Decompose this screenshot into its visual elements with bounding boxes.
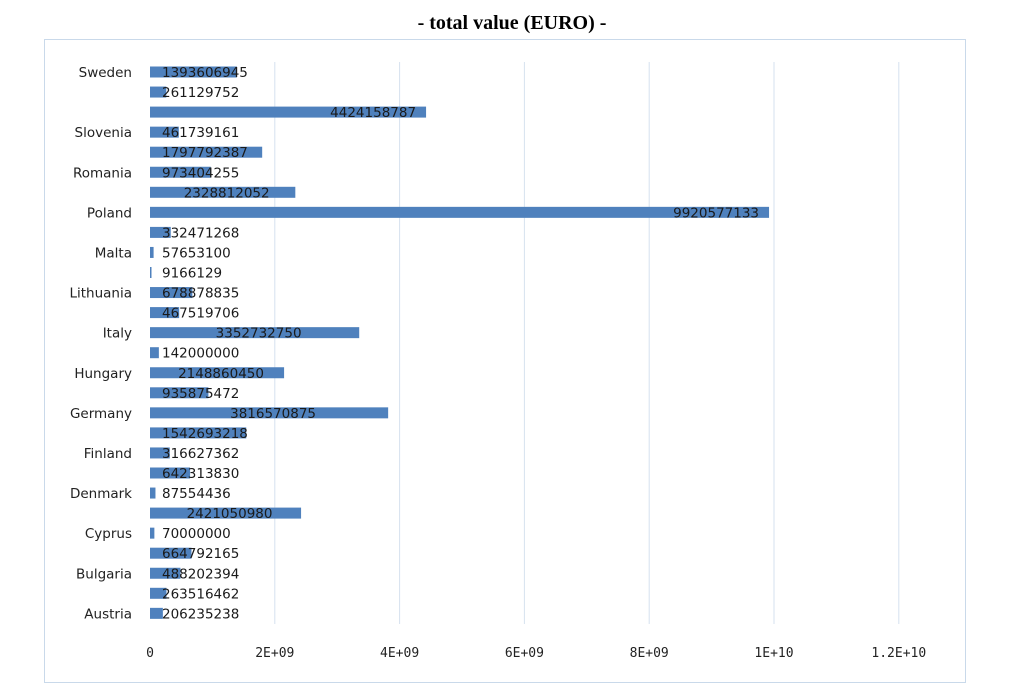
bar — [150, 267, 152, 278]
bar — [150, 387, 209, 399]
data-labels: 1393606945 261129752 4424158787 461739161 17… — [162, 65, 759, 622]
data-label: 935875472 — [162, 386, 239, 402]
data-label: 1393606945 — [162, 65, 248, 81]
category-labels: Sweden Slovenia Romania Poland Malta Lithuani… — [69, 65, 132, 622]
category-label: Denmark — [70, 486, 132, 502]
data-label: 70000000 — [162, 526, 231, 542]
data-label: 973404255 — [162, 165, 239, 181]
bar — [150, 467, 191, 479]
data-label: 3816570875 — [230, 406, 316, 422]
data-label: 3352732750 — [216, 326, 302, 342]
category-label: Hungary — [74, 366, 132, 382]
chart-frame — [44, 39, 966, 683]
bar — [150, 126, 179, 138]
data-label: 2148860450 — [178, 366, 264, 382]
category-label: Romania — [73, 165, 132, 181]
bar — [150, 607, 163, 619]
data-label: 664792165 — [162, 546, 239, 562]
data-label: 488202394 — [162, 566, 239, 582]
bar — [150, 327, 360, 339]
data-label: 467519706 — [162, 306, 239, 322]
category-label: Sweden — [79, 65, 132, 81]
data-label: 332471268 — [162, 225, 239, 241]
x-tick-label: 1.2E+10 — [871, 646, 926, 661]
bar — [150, 146, 263, 158]
bar — [150, 367, 285, 379]
x-tick-label: 2E+09 — [255, 646, 294, 661]
bar — [150, 567, 181, 579]
data-label: 9920577133 — [673, 205, 759, 221]
category-label: Cyprus — [85, 526, 132, 542]
bar — [150, 106, 427, 118]
data-label: 316627362 — [162, 446, 239, 462]
data-label: 263516462 — [162, 586, 239, 602]
data-label: 4424158787 — [330, 105, 416, 121]
data-label: 142000000 — [162, 346, 239, 362]
category-label: Bulgaria — [76, 566, 132, 582]
bar — [150, 547, 192, 559]
x-tick-label: 8E+09 — [630, 646, 669, 661]
bar — [150, 287, 193, 299]
bar — [150, 66, 237, 78]
data-label: 57653100 — [162, 245, 231, 261]
data-label: 87554436 — [162, 486, 231, 502]
bar — [150, 487, 156, 499]
data-label: 1542693218 — [162, 426, 248, 442]
category-label: Poland — [87, 205, 132, 221]
category-label: Finland — [84, 446, 132, 462]
category-label: Lithuania — [69, 286, 132, 302]
x-tick-label: 0 — [146, 646, 154, 661]
category-label: Italy — [103, 326, 132, 342]
category-label: Slovenia — [75, 125, 132, 141]
bar — [150, 166, 211, 178]
data-label: 642313830 — [162, 466, 239, 482]
chart-title: - total value (EURO) - — [417, 12, 607, 34]
bar — [150, 587, 167, 599]
category-label: Austria — [84, 606, 132, 622]
bar — [150, 206, 770, 218]
data-label: 2328812052 — [184, 185, 270, 201]
bar — [150, 86, 167, 98]
bar — [150, 186, 296, 198]
bar — [150, 226, 171, 238]
bar — [150, 447, 170, 459]
category-label: Malta — [95, 245, 132, 261]
gridlines — [274, 62, 900, 624]
bar — [150, 347, 159, 359]
data-label: 1797792387 — [162, 145, 248, 161]
data-label: 678878835 — [162, 286, 239, 302]
bars — [150, 66, 770, 619]
bar — [150, 427, 247, 439]
x-tick-label: 4E+09 — [380, 646, 419, 661]
x-tick-label: 1E+10 — [754, 646, 793, 661]
bar — [150, 407, 389, 419]
bar — [150, 307, 180, 319]
data-label: 461739161 — [162, 125, 239, 141]
bar — [150, 507, 302, 519]
data-label: 206235238 — [162, 606, 239, 622]
data-label: 261129752 — [162, 85, 239, 101]
data-label: 2421050980 — [187, 506, 273, 522]
bar — [150, 527, 155, 539]
category-label: Germany — [70, 406, 132, 422]
data-label: 9166129 — [162, 266, 222, 282]
x-tick-label: 6E+09 — [505, 646, 544, 661]
bar — [150, 246, 154, 258]
x-axis-ticks: 0 2E+09 4E+09 6E+09 8E+09 1E+10 1.2E+10 — [146, 646, 926, 661]
